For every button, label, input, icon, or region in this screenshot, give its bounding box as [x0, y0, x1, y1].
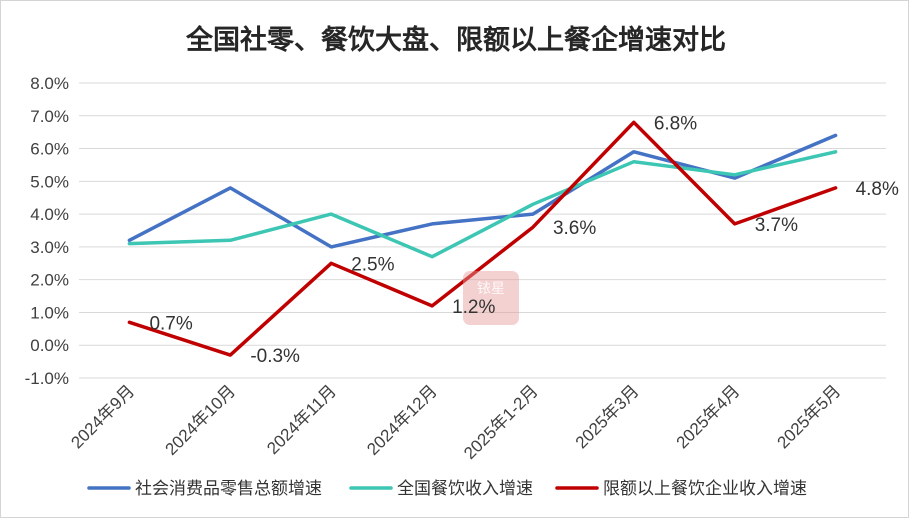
- legend-label: 全国餐饮收入增速: [397, 479, 533, 499]
- x-tick-label: 2025年1-2月: [460, 381, 542, 463]
- data-label: 3.7%: [755, 215, 798, 236]
- chart-title: 全国社零、餐饮大盘、限额以上餐企增速对比: [185, 24, 726, 56]
- series-lines: [127, 120, 838, 357]
- legend-label: 限额以上餐饮企业收入增速: [603, 479, 807, 499]
- legend-label: 社会消费品零售总额增速: [135, 479, 322, 499]
- y-tick-label: 4.0%: [30, 205, 69, 224]
- series-line-3: [127, 120, 838, 357]
- x-tick-label: 2024年9月: [67, 381, 138, 452]
- watermark-badge: [463, 271, 519, 325]
- data-labels: 0.7% -0.3% 2.5% 1.2% 3.6% 6.8% 3.7% 4.8%: [149, 113, 899, 367]
- data-label: 4.8%: [856, 179, 899, 200]
- data-label: 0.7%: [149, 313, 192, 334]
- watermark-text: 铱星: [477, 281, 505, 297]
- data-label: -0.3%: [250, 346, 300, 367]
- data-label: 6.8%: [654, 113, 697, 134]
- y-tick-label: 6.0%: [30, 140, 69, 159]
- y-tick-label: 7.0%: [30, 107, 69, 126]
- x-tick-label: 2024年12月: [363, 381, 441, 459]
- y-tick-label: 2.0%: [30, 271, 69, 290]
- y-tick-label: 0.0%: [30, 336, 69, 355]
- y-tick-label: 8.0%: [30, 74, 69, 93]
- x-tick-label: 2024年11月: [263, 381, 340, 458]
- data-label: 2.5%: [351, 254, 394, 275]
- legend: 社会消费品零售总额增速 全国餐饮收入增速 限额以上餐饮企业收入增速: [87, 479, 807, 499]
- data-label: 3.6%: [553, 218, 596, 239]
- y-tick-label: -1.0%: [25, 369, 69, 388]
- grid-lines: [79, 82, 886, 379]
- x-axis-tick-labels: 2024年9月 2024年10月 2024年11月 2024年12月 2025年1-2月…: [67, 381, 844, 463]
- watermark-logo: 铱星: [463, 271, 519, 325]
- data-label: 1.2%: [452, 297, 495, 318]
- y-tick-label: 3.0%: [30, 238, 69, 257]
- x-tick-label: 2025年4月: [673, 381, 744, 452]
- y-axis-tick-labels: -1.0% 0.0% 1.0% 2.0% 3.0% 4.0% 5.0% 6.0% 7.0% 8.0…: [25, 74, 69, 388]
- x-tick-label: 2025年5月: [773, 381, 844, 452]
- x-tick-label: 2025年3月: [572, 381, 643, 452]
- y-tick-label: 1.0%: [30, 303, 69, 322]
- x-tick-label: 2024年10月: [162, 381, 240, 459]
- y-tick-label: 5.0%: [30, 172, 69, 191]
- series-line-2: [127, 150, 838, 259]
